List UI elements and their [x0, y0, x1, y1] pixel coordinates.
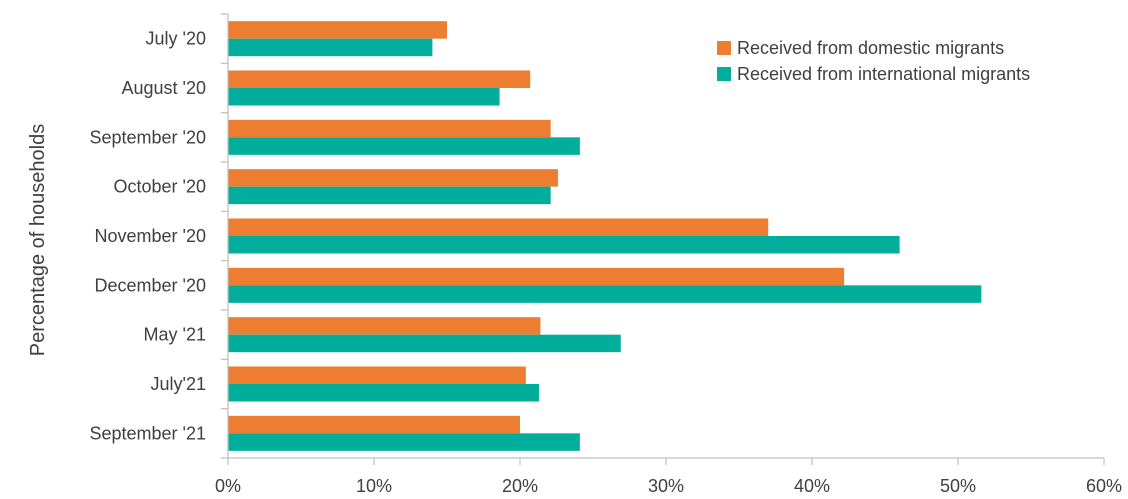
bar-domestic-3 [228, 169, 558, 187]
legend-swatch-domestic [717, 41, 731, 55]
bar-international-6 [228, 334, 621, 353]
category-label: September '21 [89, 423, 206, 443]
x-axis: 0% 10% 20% 30% 40% 50% 60% [215, 457, 1122, 496]
bar-international-7 [228, 384, 539, 402]
category-label: November '20 [95, 226, 207, 246]
legend-label-international: Received from international migrants [737, 64, 1030, 84]
bar-international-4 [228, 236, 900, 254]
category-label: December '20 [95, 275, 207, 295]
bar-domestic-8 [228, 415, 520, 434]
legend-swatch-international [717, 67, 731, 81]
bar-domestic-4 [228, 218, 769, 236]
category-label: October '20 [114, 177, 207, 197]
category-label: July '20 [146, 29, 206, 49]
x-tick-label: 30% [648, 476, 684, 496]
bar-international-1 [228, 88, 500, 106]
bar-domestic-7 [228, 366, 526, 384]
y-axis-title: Percentage of households [27, 124, 49, 356]
legend-label-domestic: Received from domestic migrants [737, 38, 1004, 58]
bar-international-0 [228, 38, 433, 57]
x-tick-label: 40% [794, 476, 830, 496]
bar-domestic-1 [228, 70, 531, 88]
category-label: September '20 [89, 127, 206, 147]
category-label: May '21 [144, 325, 206, 345]
category-label: August '20 [122, 78, 207, 98]
bars-group [228, 21, 982, 451]
bar-domestic-6 [228, 317, 541, 335]
category-label: July'21 [151, 374, 206, 394]
x-tick-label: 50% [940, 476, 976, 496]
bar-international-5 [228, 285, 982, 303]
bar-international-8 [228, 433, 580, 451]
x-tick-label: 10% [356, 476, 392, 496]
bar-domestic-0 [228, 21, 447, 39]
x-tick-label: 20% [502, 476, 538, 496]
bar-domestic-2 [228, 119, 551, 138]
bar-domestic-5 [228, 267, 845, 286]
x-tick-label: 60% [1086, 476, 1122, 496]
y-axis: July '20 August '20 September '20 October '… [89, 13, 229, 459]
bar-international-3 [228, 186, 551, 205]
bar-international-2 [228, 137, 580, 155]
legend: Received from domestic migrants Received … [717, 38, 1030, 84]
x-tick-label: 0% [215, 476, 241, 496]
